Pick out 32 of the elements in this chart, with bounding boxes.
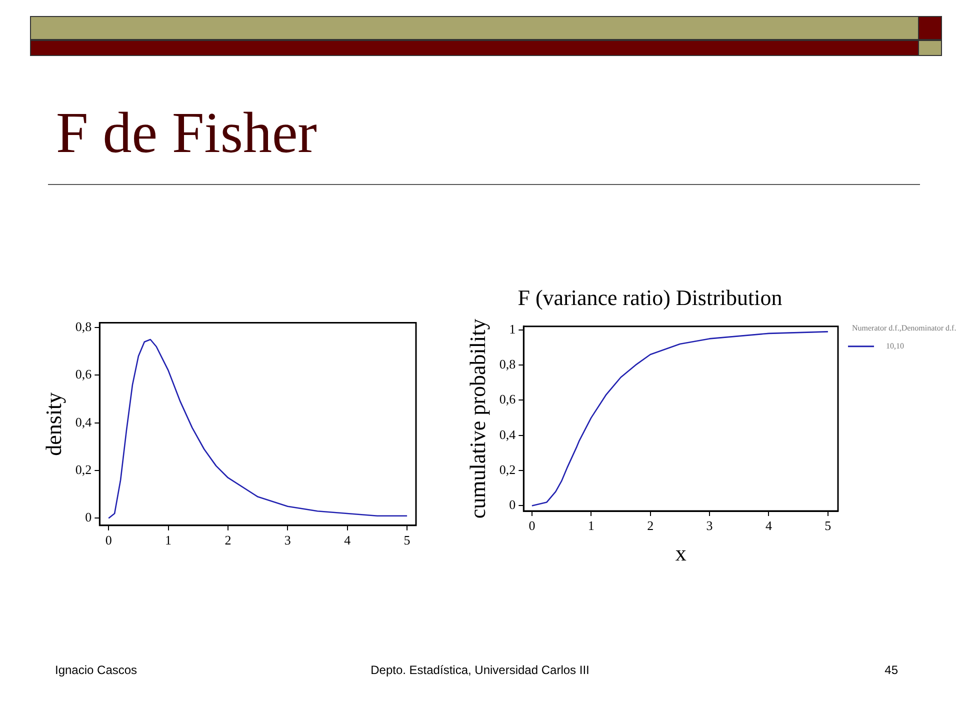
y-tick-label: 0,8 [75, 318, 92, 334]
x-tick-label: 2 [647, 518, 654, 534]
x-tick-label: 4 [765, 518, 772, 534]
x-tick-label: 5 [404, 532, 410, 548]
x-tick-label: 0 [528, 518, 536, 534]
y-tick-label: 0,6 [499, 392, 516, 407]
x-tick-label: 3 [284, 532, 291, 548]
x-tick-label: 0 [105, 532, 112, 548]
x-tick-label: 3 [706, 518, 713, 534]
y-tick-label: 0,6 [75, 366, 92, 382]
y-tick-label: 0,4 [75, 414, 92, 430]
y-tick-label: 0,8 [499, 356, 516, 372]
y-axis-title: cumulative probability [464, 318, 490, 519]
x-tick-label: 2 [224, 532, 232, 548]
y-tick-label: 0,2 [499, 462, 516, 477]
y-tick-label: 1 [509, 321, 516, 336]
text: F de Fisher [56, 100, 317, 165]
x-tick-label: 1 [165, 532, 172, 548]
y-axis-title: density [40, 392, 66, 456]
text: Ignacio Cascos [55, 663, 138, 677]
x-tick-label: 4 [344, 532, 352, 548]
x-tick-label: 5 [824, 518, 832, 534]
legend-title: Numerator d.f.,Denominator d.f. [852, 323, 956, 332]
y-tick-label: 0 [509, 497, 516, 512]
text: Depto. Estadística, Universidad Carlos III [370, 663, 590, 677]
x-tick-label: 1 [588, 518, 594, 534]
y-tick-label: 0,2 [75, 462, 92, 477]
text: 45 [884, 663, 898, 677]
legend-label: 10,10 [886, 341, 904, 350]
y-tick-label: 0,4 [499, 426, 516, 442]
x-axis-title: x [675, 540, 686, 566]
chart-title: F (variance ratio) Distribution [518, 284, 782, 310]
